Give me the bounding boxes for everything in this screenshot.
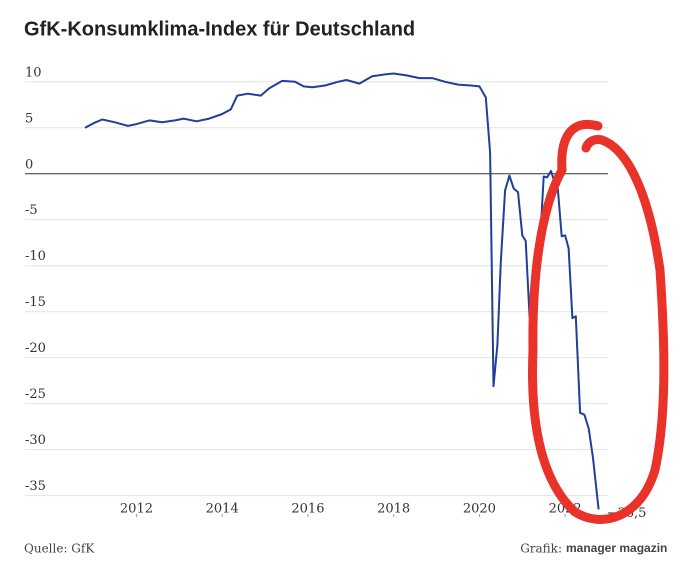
y-tick-label: -35	[25, 479, 46, 494]
annotation-circle	[528, 119, 669, 524]
x-tick-label: 2020	[463, 502, 496, 517]
y-tick-label: -10	[25, 249, 46, 264]
x-tick-label: 2016	[291, 502, 324, 517]
source: Quelle: GfK	[24, 542, 95, 556]
credit-name: manager magazin	[566, 541, 667, 555]
y-tick-label: 5	[25, 111, 33, 126]
plot-area: 10 5 0 -5 -10 -15 -20 -25 -30 -35 2012 2014 2016 2018…	[25, 65, 646, 521]
y-tick-label: 10	[25, 65, 42, 80]
x-tick-label: 2018	[377, 502, 410, 517]
chart-title: GfK-Konsumklima-Index für Deutschland	[24, 18, 415, 40]
y-tick-label: -30	[25, 433, 46, 448]
x-tick-label: 2012	[120, 502, 153, 517]
y-tick-label: -20	[25, 341, 46, 356]
x-tick-label: 2014	[206, 502, 239, 517]
y-tick-label: 0	[25, 157, 33, 172]
y-tick-label: -25	[25, 387, 46, 402]
y-tick-label: -5	[25, 203, 38, 218]
y-tick-label: -15	[25, 295, 46, 310]
credit-label: Grafik:	[520, 542, 562, 556]
line-series	[84, 72, 600, 510]
